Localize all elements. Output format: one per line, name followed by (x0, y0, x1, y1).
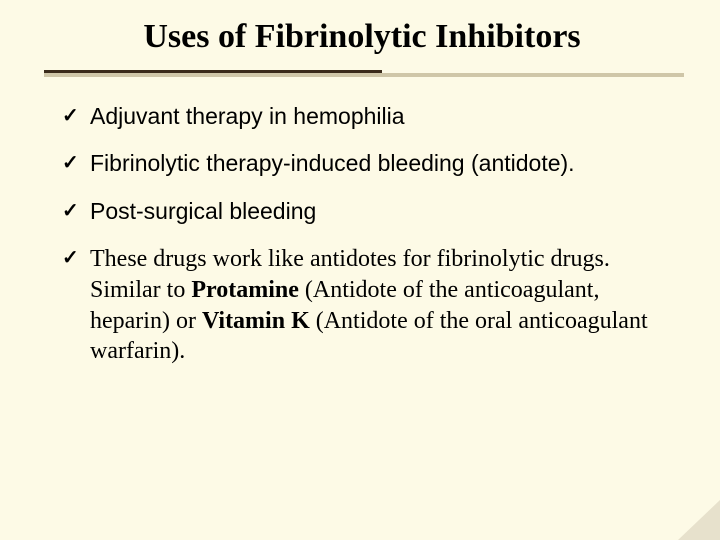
text-run: Vitamin K (202, 308, 316, 334)
bullet-item: These drugs work like antidotes for fibr… (62, 244, 682, 367)
bullet-list: Adjuvant therapy in hemophilia Fibrinolyt… (62, 102, 682, 367)
bullet-item: Post-surgical bleeding (62, 197, 682, 226)
text-run: Fibrinolytic therapy-induced bleeding (a… (90, 150, 575, 176)
corner-accent (678, 500, 720, 540)
text-run: Adjuvant therapy in hemophilia (90, 103, 405, 129)
slide: Uses of Fibrinolytic Inhibitors Adjuvant… (0, 0, 720, 540)
divider-light (44, 73, 684, 77)
text-run: Post-surgical bleeding (90, 198, 316, 224)
text-run: Protamine (191, 277, 305, 303)
bullet-item: Fibrinolytic therapy-induced bleeding (a… (62, 149, 682, 178)
bullet-item: Adjuvant therapy in hemophilia (62, 102, 682, 131)
title-divider (62, 70, 682, 84)
slide-title: Uses of Fibrinolytic Inhibitors (62, 18, 682, 56)
